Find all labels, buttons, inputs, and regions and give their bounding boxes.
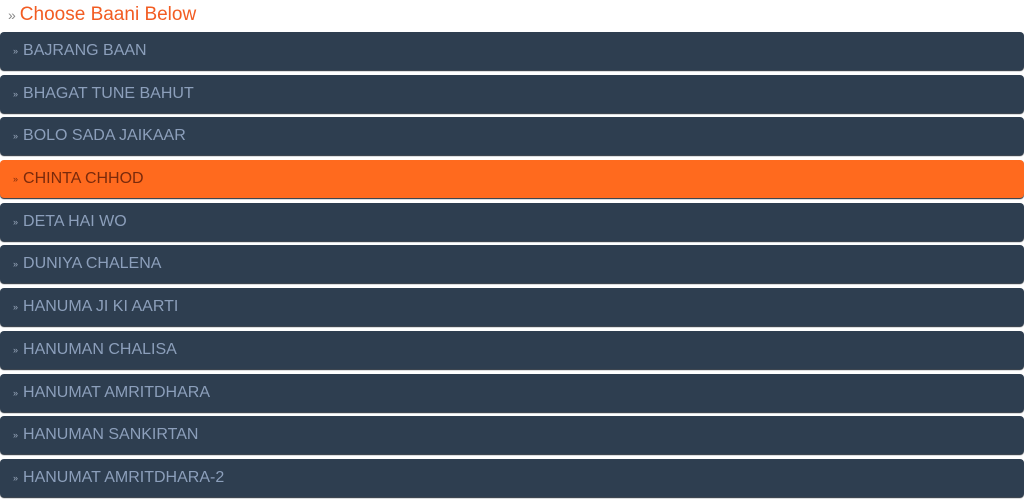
baani-item[interactable]: » DUNIYA CHALENA: [0, 245, 1024, 284]
baani-item[interactable]: » HANUMAT AMRITDHARA-2: [0, 458, 1024, 497]
chevron-right-icon: »: [13, 472, 19, 483]
baani-item-label: BHAGAT TUNE BAHUT: [23, 84, 194, 102]
baani-item-label: DUNIYA CHALENA: [23, 255, 162, 273]
chevron-right-icon: »: [13, 387, 19, 398]
chevron-right-icon: »: [13, 259, 19, 270]
chevron-right-icon: »: [13, 430, 19, 441]
baani-item-label: HANUMA JI KI AARTI: [23, 298, 179, 316]
baani-item[interactable]: » CHINTA CHHOD: [0, 160, 1024, 199]
chevron-right-icon: »: [13, 174, 19, 185]
baani-item[interactable]: » BAJRANG BAAN: [0, 32, 1024, 70]
baani-item[interactable]: » HANUMAT AMRITDHARA: [0, 373, 1024, 412]
baani-item-label: HANUMAN CHALISA: [23, 340, 177, 358]
section-title: Choose Baani Below: [19, 4, 197, 25]
baani-item-label: DETA HAI WO: [23, 212, 127, 230]
baani-item-label: HANUMAT AMRITDHARA-2: [23, 468, 225, 486]
chevron-right-icon: »: [13, 131, 19, 142]
baani-item[interactable]: » HANUMAN SANKIRTAN: [0, 416, 1024, 455]
chevron-right-icon: »: [13, 88, 19, 99]
baani-item-label: BAJRANG BAAN: [23, 42, 147, 59]
baani-item[interactable]: » HANUMAN CHALISA: [0, 330, 1024, 369]
chevron-right-icon: »: [13, 344, 19, 355]
baani-item-label: HANUMAT AMRITDHARA: [23, 383, 210, 401]
section-header: » Choose Baani Below: [0, 0, 1024, 30]
baani-item-label: HANUMAN SANKIRTAN: [23, 426, 199, 444]
baani-item-label: CHINTA CHHOD: [23, 170, 144, 188]
baani-list: » BAJRANG BAAN » BHAGAT TUNE BAHUT » BOLO SAD…: [0, 32, 1024, 502]
double-chevron-right-icon: »: [8, 7, 16, 23]
baani-item-label: BOLO SADA JAIKAAR: [23, 127, 186, 145]
chevron-right-icon: »: [13, 302, 19, 313]
baani-item[interactable]: » BOLO SADA JAIKAAR: [0, 117, 1024, 156]
chevron-right-icon: »: [13, 216, 19, 227]
baani-item[interactable]: » DETA HAI WO: [0, 202, 1024, 241]
baani-item[interactable]: » BHAGAT TUNE BAHUT: [0, 74, 1024, 113]
baani-item[interactable]: » HANUMA JI KI AARTI: [0, 288, 1024, 327]
chevron-right-icon: »: [13, 46, 19, 56]
